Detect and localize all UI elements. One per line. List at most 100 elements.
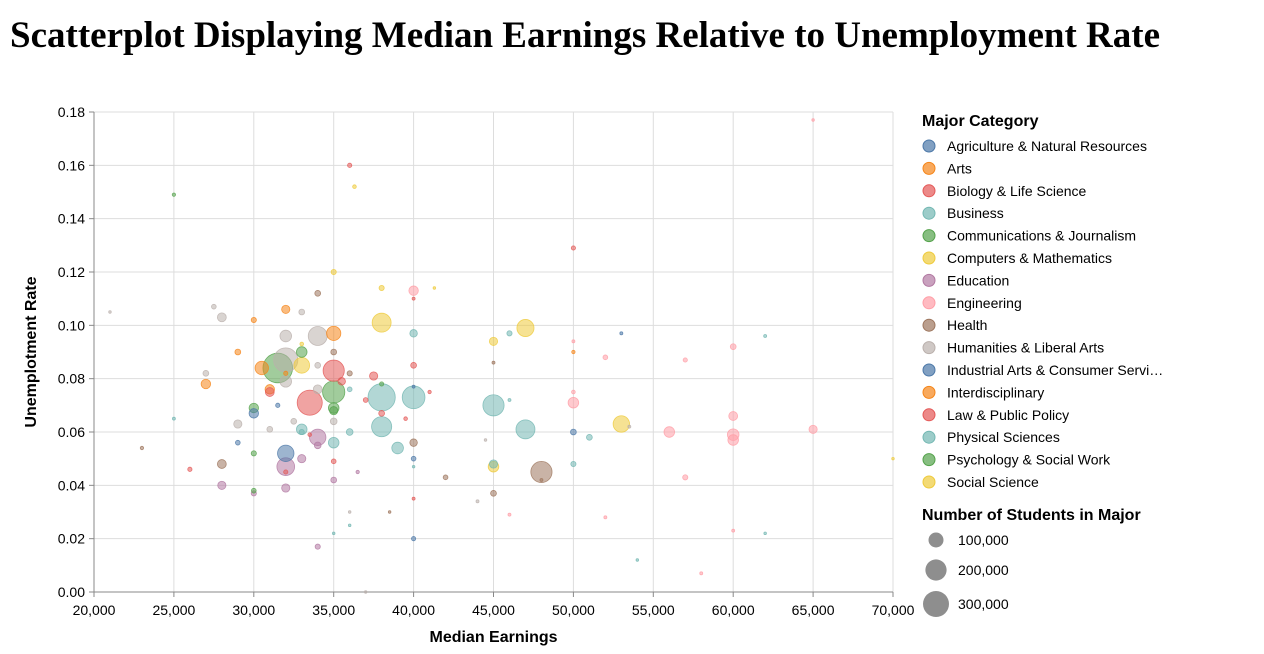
legend-label: Communications & Journalism <box>947 228 1136 244</box>
data-point <box>410 362 417 369</box>
legend-swatch <box>922 385 936 399</box>
data-point <box>187 466 193 472</box>
size-legend-symbol <box>923 591 949 617</box>
data-point <box>322 359 345 382</box>
data-point <box>602 354 609 361</box>
data-point <box>403 416 408 421</box>
data-point <box>570 428 577 436</box>
y-tick-label: 0.12 <box>58 264 85 280</box>
data-point <box>234 348 242 356</box>
legend-swatch <box>922 363 936 377</box>
data-point <box>891 456 895 461</box>
data-point <box>432 286 437 290</box>
data-point <box>281 483 291 493</box>
data-point <box>216 312 227 323</box>
legend-swatch <box>922 206 936 220</box>
data-point <box>371 312 392 333</box>
legend-swatch <box>922 251 936 265</box>
data-point <box>345 428 354 436</box>
data-point <box>408 285 419 296</box>
legend-swatch <box>922 341 936 355</box>
data-point <box>603 515 608 520</box>
x-tick-label: 35,000 <box>312 602 355 618</box>
x-tick-label: 65,000 <box>792 602 835 618</box>
y-axis-title: Unemplotment Rate <box>23 276 40 427</box>
legend-label: Humanities & Liberal Arts <box>947 340 1104 356</box>
data-point <box>411 496 416 501</box>
legend: Major Category Agriculture & Natural Reso… <box>922 113 1163 617</box>
data-point <box>330 268 337 275</box>
data-point <box>571 389 576 395</box>
data-point <box>516 319 535 337</box>
data-point <box>371 416 393 438</box>
data-point <box>330 348 338 356</box>
data-point <box>283 469 289 475</box>
data-point <box>567 396 580 409</box>
data-point <box>326 325 342 341</box>
size-legend-label: 300,000 <box>958 596 1009 612</box>
data-point <box>362 397 369 403</box>
data-point <box>391 441 404 455</box>
legend-swatch <box>922 318 936 332</box>
data-point <box>490 490 497 497</box>
data-point <box>627 424 632 429</box>
data-point <box>699 571 704 576</box>
data-point <box>367 383 396 412</box>
data-point <box>283 370 289 376</box>
data-point <box>411 296 416 301</box>
data-point <box>346 386 353 393</box>
data-point <box>352 184 357 189</box>
data-point <box>410 455 417 462</box>
data-point <box>233 419 243 429</box>
data-point <box>327 436 340 449</box>
x-tick-label: 25,000 <box>152 602 195 618</box>
data-point <box>442 474 449 481</box>
legend-swatch <box>922 161 936 175</box>
data-point <box>139 445 145 451</box>
legend-label: Education <box>947 272 1009 288</box>
y-tick-label: 0.06 <box>58 424 85 440</box>
data-point <box>378 284 385 291</box>
color-legend-title: Major Category <box>922 113 1039 130</box>
data-point <box>409 438 418 447</box>
data-point <box>329 406 339 416</box>
data-point <box>763 334 768 338</box>
data-point <box>337 377 346 386</box>
legend-swatch <box>922 408 936 422</box>
y-tick-label: 0.14 <box>58 211 85 227</box>
data-point <box>539 478 544 482</box>
data-point <box>293 357 311 374</box>
data-point <box>296 389 323 416</box>
y-tick-label: 0.16 <box>58 157 85 173</box>
data-point <box>411 536 417 542</box>
data-point <box>279 329 292 343</box>
legend-label: Computers & Mathematics <box>947 250 1112 266</box>
data-point <box>731 528 736 533</box>
legend-label: Industrial Arts & Consumer Servi… <box>947 362 1163 378</box>
data-point <box>248 408 259 419</box>
data-point <box>108 310 112 314</box>
legend-label: Interdisciplinary <box>947 384 1044 400</box>
data-point <box>217 480 227 490</box>
data-point <box>347 523 352 528</box>
x-tick-label: 20,000 <box>73 602 116 618</box>
data-point <box>211 303 217 310</box>
data-point <box>411 384 416 389</box>
data-point <box>570 460 577 467</box>
legend-label: Psychology & Social Work <box>947 452 1111 468</box>
data-point <box>586 434 593 441</box>
data-point <box>329 417 338 426</box>
data-point <box>277 444 295 462</box>
data-point <box>379 381 385 387</box>
chart-title: Scatterplot Displaying Median Earnings R… <box>10 15 1161 56</box>
data-point <box>235 439 241 446</box>
data-point <box>635 558 640 562</box>
size-legend-symbol <box>928 532 944 548</box>
y-tick-label: 0.04 <box>58 477 85 493</box>
data-point <box>171 192 176 197</box>
legend-swatch <box>922 430 936 444</box>
data-point <box>411 464 416 469</box>
legend-label: Business <box>947 205 1004 221</box>
data-point <box>612 415 630 433</box>
data-point <box>571 349 576 355</box>
